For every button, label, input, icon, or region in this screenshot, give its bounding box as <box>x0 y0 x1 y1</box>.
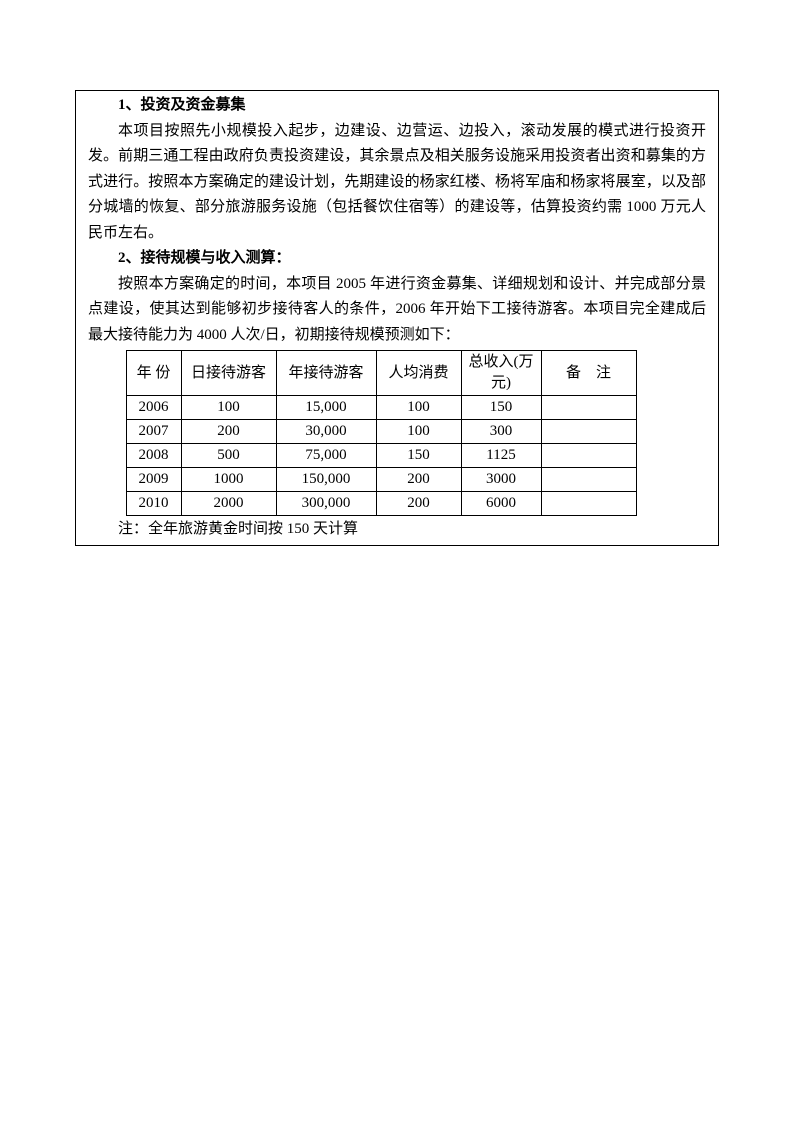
col-header-remark: 备 注 <box>541 351 636 396</box>
cell-year: 2007 <box>126 420 181 444</box>
cell-remark <box>541 420 636 444</box>
col-header-daily: 日接待游客 <box>181 351 276 396</box>
forecast-table: 年 份 日接待游客 年接待游客 人均消费 总收入(万元) 备 注 2006 10… <box>126 350 637 516</box>
table-row: 2010 2000 300,000 200 6000 <box>126 492 636 516</box>
cell-year: 2010 <box>126 492 181 516</box>
cell-remark <box>541 396 636 420</box>
cell-income: 3000 <box>461 468 541 492</box>
cell-yearly: 30,000 <box>276 420 376 444</box>
cell-income: 300 <box>461 420 541 444</box>
cell-spend: 100 <box>376 420 461 444</box>
col-header-spend: 人均消费 <box>376 351 461 396</box>
cell-income: 150 <box>461 396 541 420</box>
table-row: 2008 500 75,000 150 1125 <box>126 444 636 468</box>
cell-year: 2009 <box>126 468 181 492</box>
cell-remark <box>541 468 636 492</box>
section2-paragraph: 按照本方案确定的时间，本项目 2005 年进行资金募集、详细规划和设计、并完成部… <box>88 272 706 349</box>
cell-income: 1125 <box>461 444 541 468</box>
cell-remark <box>541 444 636 468</box>
cell-daily: 1000 <box>181 468 276 492</box>
cell-yearly: 15,000 <box>276 396 376 420</box>
cell-remark <box>541 492 636 516</box>
section1-heading: 1、投资及资金募集 <box>88 93 706 119</box>
cell-yearly: 150,000 <box>276 468 376 492</box>
table-header-row: 年 份 日接待游客 年接待游客 人均消费 总收入(万元) 备 注 <box>126 351 636 396</box>
cell-year: 2008 <box>126 444 181 468</box>
cell-daily: 200 <box>181 420 276 444</box>
cell-yearly: 300,000 <box>276 492 376 516</box>
cell-yearly: 75,000 <box>276 444 376 468</box>
col-header-year: 年 份 <box>126 351 181 396</box>
cell-spend: 200 <box>376 492 461 516</box>
table-row: 2007 200 30,000 100 300 <box>126 420 636 444</box>
document-container: 1、投资及资金募集 本项目按照先小规模投入起步，边建设、边营运、边投入，滚动发展… <box>75 90 719 546</box>
table-row: 2009 1000 150,000 200 3000 <box>126 468 636 492</box>
table-note: 注：全年旅游黄金时间按 150 天计算 <box>88 517 706 543</box>
cell-year: 2006 <box>126 396 181 420</box>
col-header-yearly: 年接待游客 <box>276 351 376 396</box>
cell-daily: 500 <box>181 444 276 468</box>
section2-heading: 2、接待规模与收入测算： <box>88 246 706 272</box>
cell-spend: 100 <box>376 396 461 420</box>
cell-spend: 150 <box>376 444 461 468</box>
table-row: 2006 100 15,000 100 150 <box>126 396 636 420</box>
section1-paragraph: 本项目按照先小规模投入起步，边建设、边营运、边投入，滚动发展的模式进行投资开发。… <box>88 119 706 247</box>
cell-income: 6000 <box>461 492 541 516</box>
cell-daily: 2000 <box>181 492 276 516</box>
cell-daily: 100 <box>181 396 276 420</box>
cell-spend: 200 <box>376 468 461 492</box>
col-header-income: 总收入(万元) <box>461 351 541 396</box>
